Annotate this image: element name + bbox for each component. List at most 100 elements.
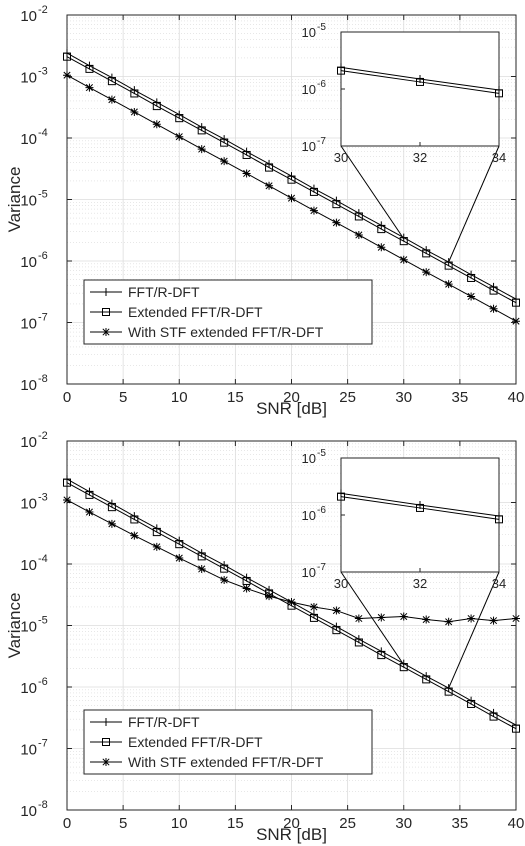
- data-point: [332, 200, 341, 209]
- data-point: [332, 606, 341, 615]
- y-tick-label: 10 -4: [20, 553, 47, 574]
- data-point: [197, 564, 206, 573]
- data-point: [489, 616, 498, 625]
- data-point: [422, 675, 431, 684]
- inset-y-tick-exponent: -7: [317, 136, 326, 147]
- y-tick-exponent: -3: [38, 66, 48, 78]
- data-point: [265, 181, 274, 190]
- y-tick-label: 10 -2: [20, 430, 47, 451]
- x-tick-label: 5: [119, 815, 127, 832]
- y-tick-label: 10 -6: [20, 250, 47, 271]
- data-point: [444, 687, 453, 696]
- legend-marker: [102, 328, 110, 336]
- data-point: [107, 519, 116, 528]
- x-tick-label: 40: [508, 815, 525, 832]
- y-tick-exponent: -2: [38, 4, 48, 16]
- y-tick-base: 10: [20, 193, 37, 210]
- data-point: [152, 528, 161, 537]
- zoom-connector: [448, 571, 500, 689]
- x-tick-label: 15: [227, 815, 244, 832]
- legend-label: With STF extended FFT/R-DFT: [128, 324, 324, 340]
- inset-frame: [340, 31, 500, 147]
- data-point: [287, 175, 296, 184]
- y-tick-base: 10: [20, 680, 37, 697]
- inset-data-point: [416, 503, 424, 512]
- y-tick-exponent: -8: [38, 373, 48, 385]
- data-point: [489, 712, 498, 721]
- inset-y-tick-label: 10 -6: [302, 505, 327, 523]
- data-point: [354, 614, 363, 623]
- y-tick-exponent: -4: [38, 127, 48, 139]
- y-tick-label: 10 -2: [20, 4, 47, 25]
- inset-series-square: [337, 492, 503, 524]
- y-tick-exponent: -8: [38, 799, 48, 811]
- legend-label: With STF extended FFT/R-DFT: [128, 754, 324, 770]
- data-point: [85, 64, 94, 73]
- y-tick-label: 10 -3: [20, 492, 47, 513]
- data-point: [85, 508, 94, 517]
- y-tick-label: 10 -8: [20, 373, 47, 394]
- x-tick-label: 0: [63, 815, 71, 832]
- inset-x-tick-label: 30: [334, 576, 348, 591]
- data-point: [242, 584, 251, 593]
- y-tick-label: 10 -3: [20, 66, 47, 87]
- legend-marker: [102, 288, 110, 296]
- inset-y-tick-base: 10: [302, 82, 316, 97]
- data-point: [512, 724, 520, 733]
- legend-box: [83, 279, 373, 345]
- y-tick-base: 10: [20, 377, 37, 394]
- legend-entry: Extended FFT/R-DFT: [90, 734, 263, 750]
- data-point: [265, 592, 274, 601]
- x-axis-label: SNR [dB]: [256, 825, 327, 844]
- data-point: [467, 699, 476, 708]
- data-point: [309, 206, 318, 215]
- data-point: [354, 638, 363, 647]
- data-point: [175, 554, 184, 563]
- y-tick-exponent: -7: [38, 312, 48, 324]
- data-point: [399, 663, 408, 672]
- y-tick-label: 10 -8: [20, 799, 47, 820]
- data-point: [220, 157, 229, 166]
- data-point: [489, 304, 498, 313]
- data-point: [512, 298, 520, 307]
- x-tick-label: 35: [452, 389, 469, 406]
- inset-data-point: [416, 77, 424, 86]
- inset-x-tick-label: 32: [413, 150, 427, 165]
- legend-marker: [102, 758, 110, 766]
- data-point: [197, 552, 206, 561]
- inset-x-tick-label: 32: [413, 576, 427, 591]
- y-tick-exponent: -5: [38, 615, 48, 627]
- data-point: [197, 145, 206, 154]
- y-tick-base: 10: [20, 742, 37, 759]
- legend-box: [83, 709, 373, 775]
- x-tick-label: 35: [452, 815, 469, 832]
- legend-entry: With STF extended FFT/R-DFT: [90, 754, 324, 770]
- inset-y-tick-label: 10 -5: [302, 448, 327, 466]
- data-point: [422, 268, 431, 277]
- y-tick-label: 10 -4: [20, 127, 47, 148]
- y-tick-exponent: -5: [38, 189, 48, 201]
- data-point: [444, 280, 453, 289]
- inset-y-tick-base: 10: [302, 25, 316, 40]
- data-point: [377, 225, 386, 234]
- y-tick-base: 10: [20, 557, 37, 574]
- y-tick-exponent: -6: [38, 676, 48, 688]
- data-point: [63, 478, 71, 487]
- legend-entry: Extended FFT/R-DFT: [90, 304, 263, 320]
- data-point: [399, 612, 408, 621]
- data-point: [152, 120, 161, 129]
- inset-series-line: [340, 496, 500, 520]
- x-tick-label: 25: [339, 389, 356, 406]
- data-point: [309, 613, 318, 622]
- inset-y-tick-label: 10 -7: [302, 136, 327, 154]
- y-tick-base: 10: [20, 803, 37, 820]
- inset-x-tick-label: 34: [492, 576, 506, 591]
- data-point: [309, 187, 318, 196]
- y-tick-label: 10 -7: [20, 738, 47, 759]
- data-point: [467, 614, 476, 623]
- data-point: [107, 95, 116, 104]
- data-point: [377, 651, 386, 660]
